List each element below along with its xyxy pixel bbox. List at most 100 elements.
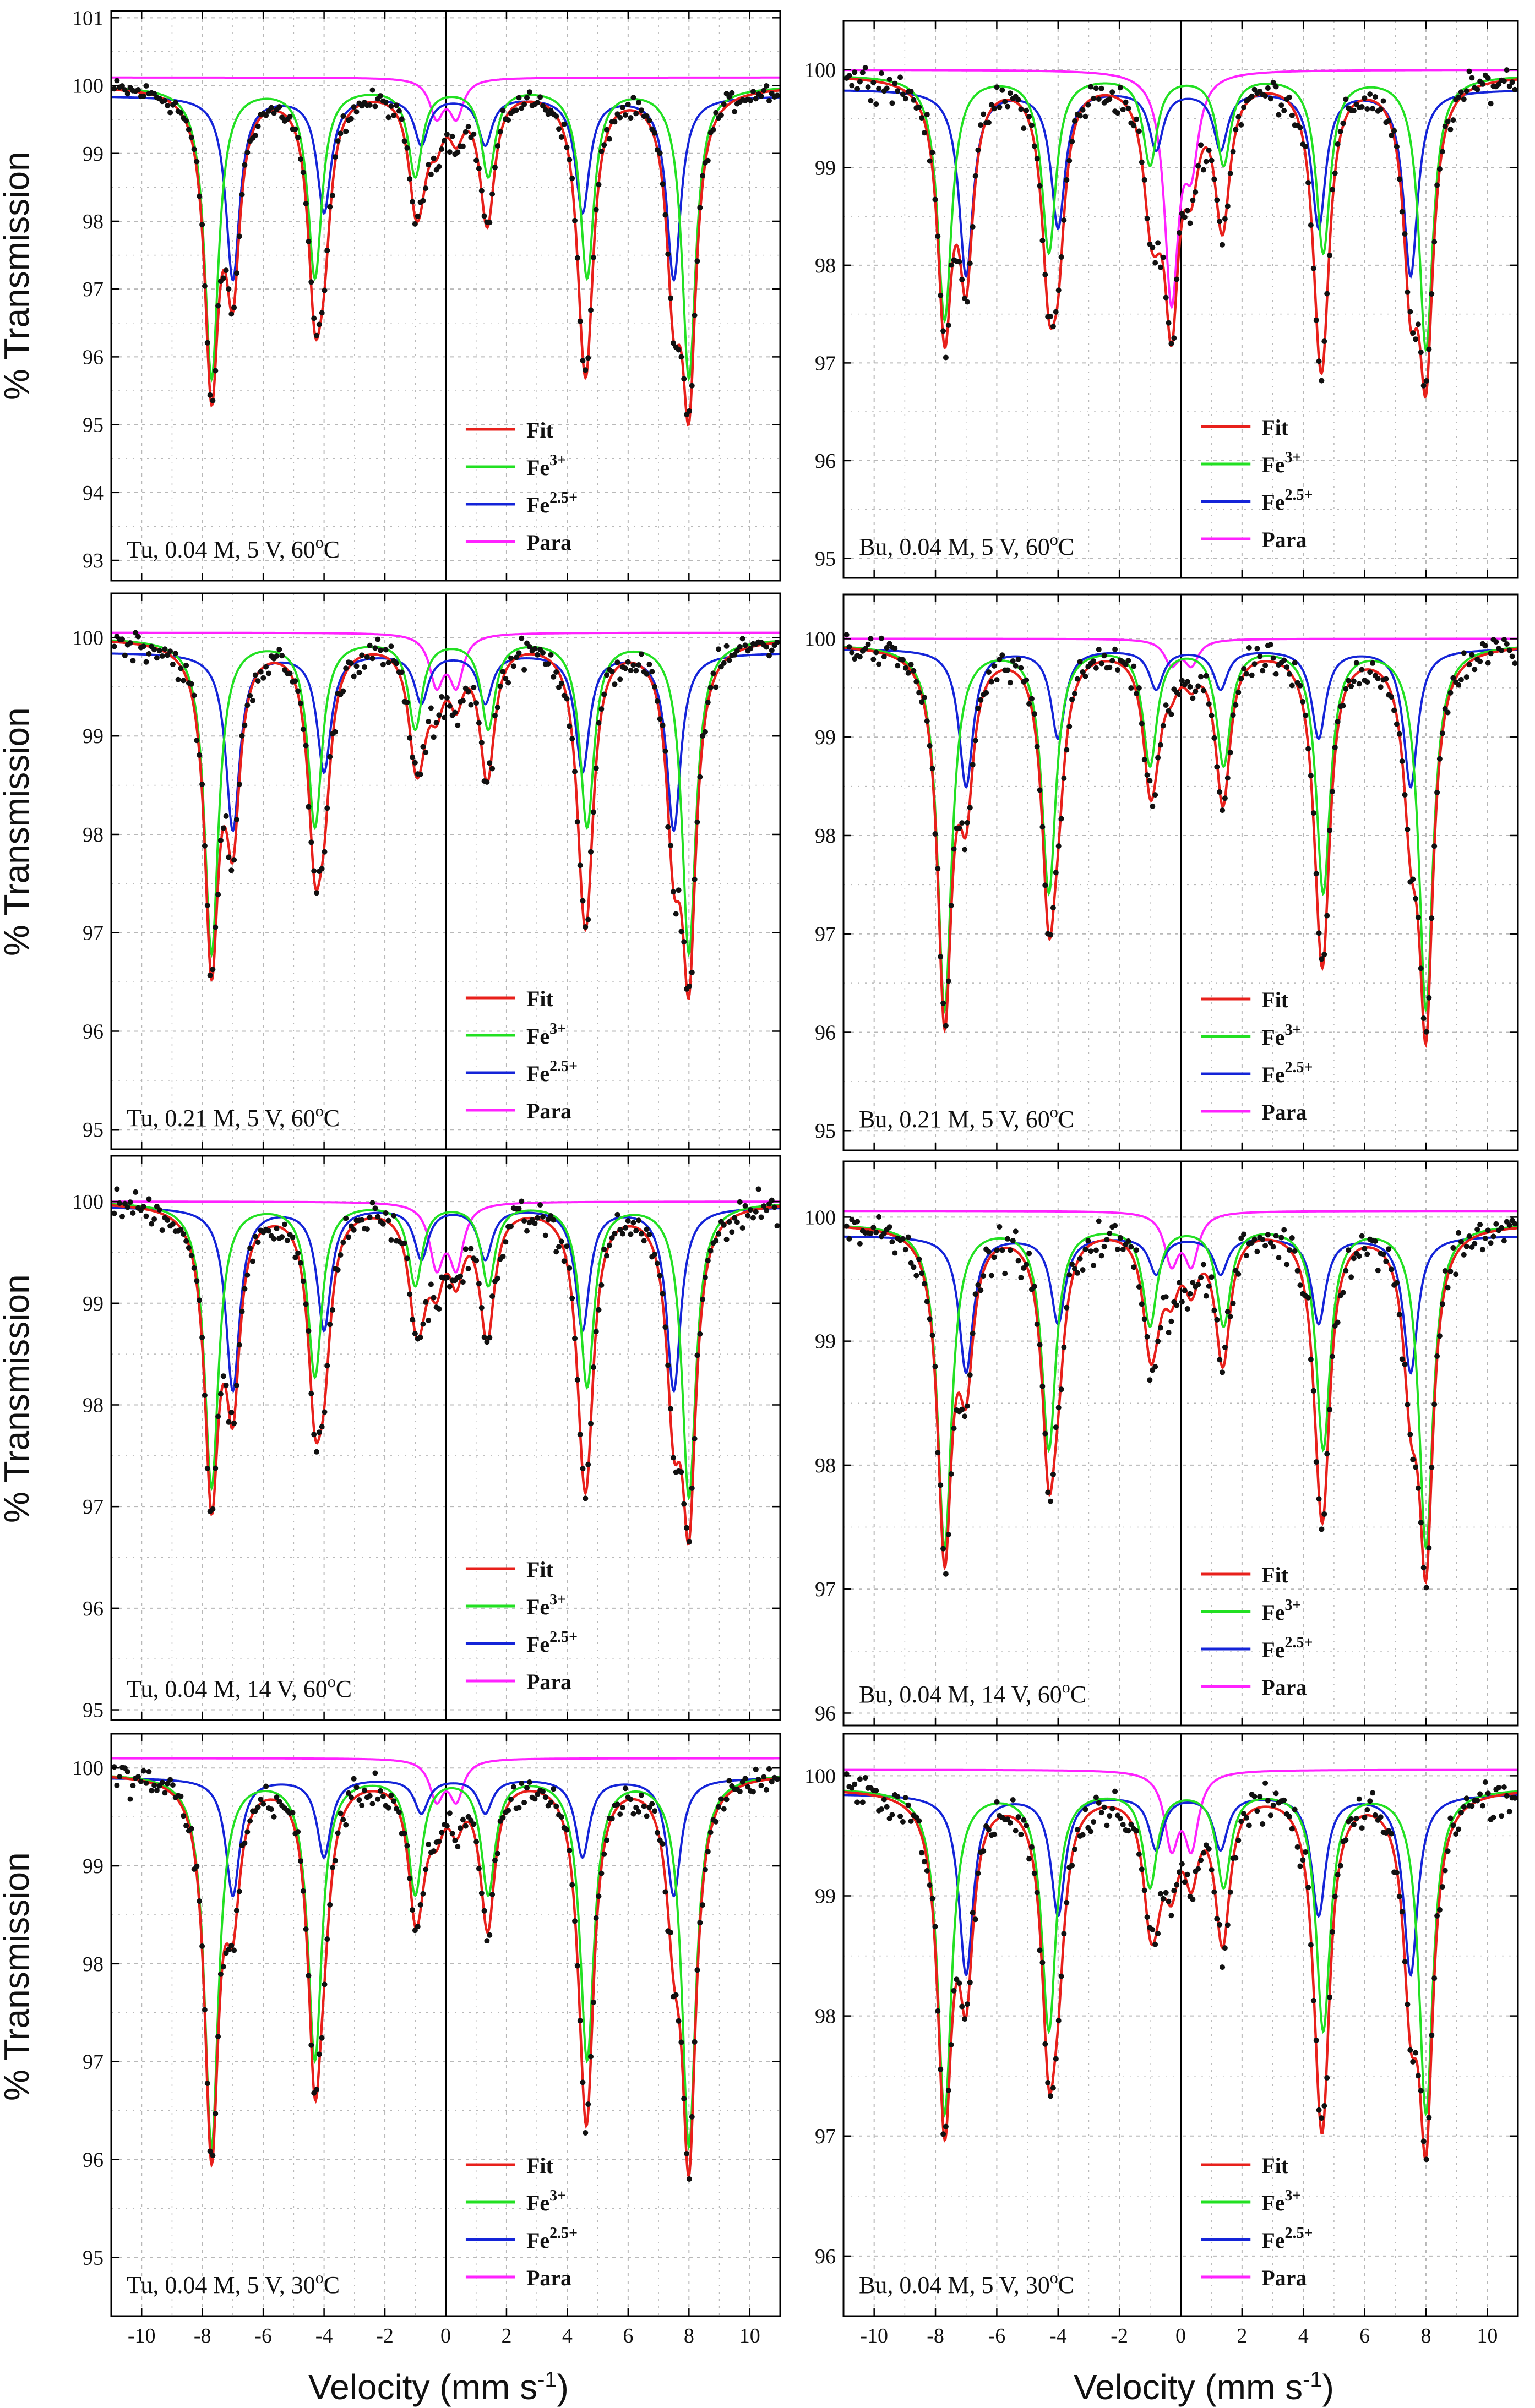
data-point xyxy=(1058,816,1064,822)
data-point xyxy=(908,1818,914,1824)
data-point xyxy=(1125,658,1131,664)
data-point xyxy=(732,1215,738,1221)
data-point xyxy=(426,719,432,724)
data-point xyxy=(380,1793,386,1799)
data-point xyxy=(1310,1997,1316,2003)
data-point xyxy=(583,924,589,930)
data-point xyxy=(702,1274,708,1280)
data-point xyxy=(1096,96,1102,102)
data-point xyxy=(1024,1822,1030,1828)
data-point xyxy=(311,868,317,874)
data-point xyxy=(1093,85,1099,91)
series-fe25 xyxy=(111,1777,780,1898)
data-point xyxy=(369,1801,375,1807)
data-point xyxy=(1206,701,1212,707)
data-point xyxy=(117,1774,123,1780)
data-point xyxy=(940,328,946,334)
data-point xyxy=(521,667,527,673)
data-point xyxy=(1211,735,1217,741)
data-point xyxy=(295,1250,301,1256)
data-point xyxy=(964,299,970,305)
data-point xyxy=(380,662,386,668)
data-point xyxy=(226,854,232,860)
data-point xyxy=(1356,1796,1362,1802)
data-point xyxy=(1359,1233,1365,1239)
data-point xyxy=(1469,75,1475,81)
data-point xyxy=(689,383,695,389)
series-fit xyxy=(843,646,1518,1049)
data-point xyxy=(364,1226,370,1232)
data-point xyxy=(1270,1802,1276,1808)
data-point xyxy=(1064,1899,1070,1905)
data-point xyxy=(1055,287,1062,293)
data-point xyxy=(981,1848,987,1854)
data-point xyxy=(1402,1361,1408,1367)
data-point xyxy=(1434,182,1440,188)
data-point xyxy=(1378,1814,1384,1820)
data-point xyxy=(330,1307,335,1313)
x-tick-label: -10 xyxy=(128,2324,156,2347)
data-point xyxy=(1380,1251,1386,1257)
data-point xyxy=(210,1506,216,1512)
data-point xyxy=(351,1776,357,1782)
data-point xyxy=(908,662,914,668)
data-point xyxy=(476,720,482,726)
data-point xyxy=(1429,1465,1435,1470)
data-point xyxy=(689,2114,695,2120)
data-point xyxy=(1058,1386,1064,1393)
data-point xyxy=(391,112,397,118)
data-point xyxy=(1308,1942,1314,1948)
data-point xyxy=(1324,1451,1330,1457)
data-point xyxy=(668,1406,674,1412)
data-point xyxy=(114,78,120,84)
data-point xyxy=(1456,682,1462,688)
data-point xyxy=(1080,669,1086,675)
data-point xyxy=(723,1797,730,1803)
data-point xyxy=(1445,709,1451,716)
data-point xyxy=(692,1435,698,1441)
data-point xyxy=(356,670,362,675)
data-point xyxy=(146,1768,152,1774)
data-point xyxy=(367,642,373,648)
data-point xyxy=(854,86,861,92)
data-point xyxy=(1321,2103,1327,2109)
data-point xyxy=(537,94,543,100)
data-point xyxy=(1147,1377,1153,1383)
legend-label-fit: Fit xyxy=(1261,1563,1289,1587)
data-point xyxy=(1177,1869,1183,1875)
data-point xyxy=(859,1799,866,1805)
data-point xyxy=(391,1213,397,1219)
data-point xyxy=(338,1810,344,1816)
data-point xyxy=(526,1779,532,1785)
y-tick-label: 100 xyxy=(72,626,104,649)
data-point xyxy=(287,670,293,676)
data-point xyxy=(465,124,471,130)
data-point xyxy=(1340,703,1346,709)
data-point xyxy=(569,1295,575,1301)
data-point xyxy=(577,1432,583,1438)
data-point xyxy=(348,1794,354,1800)
data-point xyxy=(1139,1866,1145,1872)
data-points xyxy=(111,630,780,992)
data-point xyxy=(843,632,850,638)
data-point xyxy=(124,1204,130,1210)
data-point xyxy=(1485,1790,1491,1797)
data-point xyxy=(420,1891,426,1897)
data-point xyxy=(1477,658,1483,664)
data-point xyxy=(223,1382,229,1388)
data-point xyxy=(1426,1545,1432,1551)
data-point xyxy=(622,665,628,671)
data-point xyxy=(1372,1238,1378,1244)
x-axis-title-left-sup: -1 xyxy=(537,2367,557,2392)
data-point xyxy=(319,2035,325,2041)
data-point xyxy=(742,1203,748,1209)
panel-label: Tu, 0.04 M, 5 V, 30oC xyxy=(127,2269,340,2298)
data-point xyxy=(1504,67,1510,73)
data-point xyxy=(1286,94,1292,100)
data-point xyxy=(681,376,687,382)
data-point xyxy=(1370,1790,1376,1796)
data-point xyxy=(1107,96,1113,102)
data-point xyxy=(510,1784,516,1790)
data-point xyxy=(1246,1822,1252,1828)
data-point xyxy=(1013,663,1019,669)
